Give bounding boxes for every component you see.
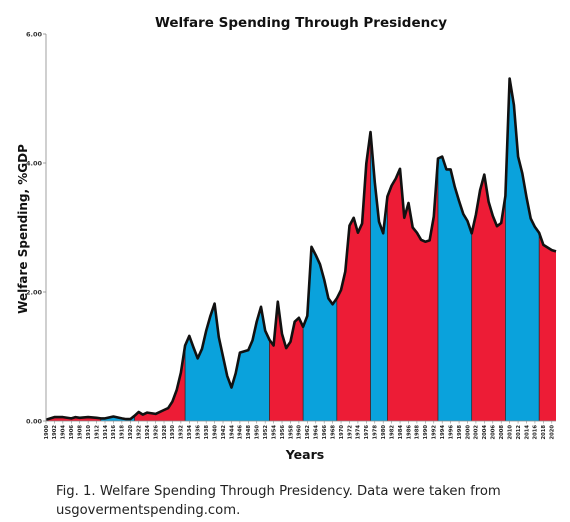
x-tick-label: 1986 [406,425,412,440]
spending-line [45,77,557,421]
x-tick-label: 1984 [398,425,404,440]
x-tick-label: 1902 [52,425,58,440]
x-tick-label: 1972 [347,425,353,440]
x-tick-label: 1926 [153,425,159,440]
x-tick-label: 1938 [204,425,210,440]
presidency-region-democrat [438,156,472,421]
x-tick-label: 1966 [322,425,328,440]
x-tick-label: 1912 [94,425,100,440]
x-tick-label: 1978 [373,425,379,440]
x-tick-label: 1922 [137,425,143,440]
x-tick-label: 1918 [120,425,126,440]
x-tick-label: 1904 [61,425,67,440]
x-tick-label: 2002 [474,425,480,440]
x-tick-label: 2004 [482,425,488,440]
presidency-region-republican [539,232,556,421]
x-tick-label: 1910 [86,425,92,440]
x-tick-label: 1908 [78,425,84,440]
x-tick-label: 1948 [246,425,252,440]
x-tick-label: 1992 [432,425,438,440]
presidency-regions [46,78,556,421]
x-tick-label: 1960 [297,425,303,440]
y-tick-label: 0.00 [26,417,43,425]
x-tick-label: 1976 [364,425,370,440]
presidency-region-democrat [303,246,337,421]
x-tick-label: 1980 [381,425,387,440]
x-tick-label: 1996 [448,425,454,440]
x-tick-label: 1968 [330,425,336,440]
x-tick-label: 1936 [196,425,202,440]
x-tick-label: 1964 [314,425,320,440]
x-tick-label: 2008 [499,425,505,440]
x-tick-label: 1950 [255,425,261,440]
y-tick-label: 2.00 [26,288,43,296]
x-tick-label: 1970 [339,425,345,440]
x-tick-label: 1994 [440,425,446,440]
x-tick-label: 2012 [516,425,522,440]
x-tick-label: 2016 [533,425,539,440]
chart-title: Welfare Spending Through Presidency [155,15,447,31]
x-tick-label: 1928 [162,425,168,440]
x-tick-label: 2006 [491,425,497,440]
x-tick-label: 2014 [524,425,530,440]
figure-caption: Fig. 1. Welfare Spending Through Preside… [56,484,501,518]
presidency-region-democrat [370,132,388,421]
presidency-region-democrat [505,78,540,421]
x-tick-label: 2000 [465,425,471,440]
x-tick-label: 1906 [69,425,75,440]
x-ticks: 1900 1902 1904 1906 1908 1910 1912 1914 1916 1918… [44,421,556,439]
x-tick-label: 1930 [170,425,176,440]
presidency-dividers [100,132,540,421]
x-tick-label: 1988 [415,425,421,440]
x-tick-label: 1914 [103,425,109,440]
x-tick-label: 1998 [457,425,463,440]
x-axis-label: Years [285,447,324,462]
x-tick-label: 2010 [507,425,513,440]
presidency-region-republican [471,174,506,421]
x-tick-label: 1916 [111,425,117,440]
x-tick-label: 1944 [229,425,235,440]
x-tick-label: 1954 [271,425,277,440]
y-ticks: 0.00 2.00 4.00 6.00 [26,30,46,425]
y-axis-label: Welfare Spending, %GDP [16,144,30,314]
x-tick-label: 1990 [423,425,429,440]
x-tick-label: 1956 [280,425,286,440]
x-tick-label: 1982 [389,425,395,440]
welfare-chart: Welfare Spending Through Presidency Welf… [16,15,557,462]
x-tick-label: 1900 [44,425,50,440]
x-tick-label: 1920 [128,425,134,440]
y-tick-label: 4.00 [26,159,43,167]
x-tick-label: 1974 [356,425,362,440]
x-tick-label: 2018 [541,425,547,440]
x-tick-label: 1934 [187,425,193,440]
x-tick-label: 1962 [305,425,311,440]
x-tick-label: 2020 [550,425,556,440]
x-tick-label: 1942 [221,425,227,440]
presidency-region-republican [269,301,304,421]
x-tick-label: 1946 [238,425,244,440]
presidency-region-republican [336,132,371,421]
presidency-region-republican [387,158,438,421]
x-tick-label: 1932 [179,425,185,440]
x-tick-label: 1924 [145,425,151,440]
x-tick-label: 1958 [288,425,294,440]
y-tick-label: 6.00 [26,30,43,38]
x-tick-label: 1940 [212,425,218,440]
x-tick-label: 1952 [263,425,269,440]
